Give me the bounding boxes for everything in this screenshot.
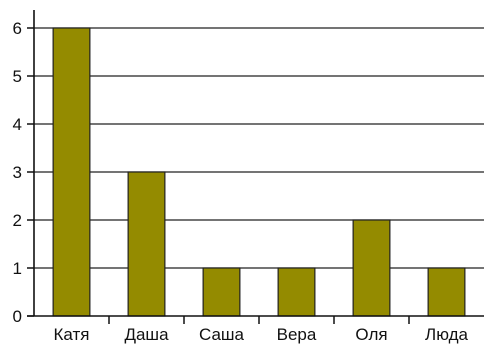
y-tick-label: 0 — [13, 307, 22, 326]
bar — [427, 267, 466, 317]
bar — [352, 219, 391, 317]
x-tick-label: Даша — [124, 325, 169, 344]
x-tick-label: Саша — [199, 325, 245, 344]
y-tick-label: 6 — [13, 19, 22, 38]
y-tick-label: 3 — [13, 163, 22, 182]
bar — [52, 27, 91, 317]
y-tick-label: 4 — [13, 115, 22, 134]
bar — [277, 267, 316, 317]
x-tick-label: Люда — [425, 325, 468, 344]
y-tick-label: 2 — [13, 211, 22, 230]
x-tick-label: Вера — [277, 325, 317, 344]
axes — [27, 10, 484, 324]
x-tick-label: Оля — [355, 325, 387, 344]
x-tick-label: Катя — [54, 325, 90, 344]
x-tick-labels: Катя Даша Саша Вера Оля Люда — [54, 325, 469, 344]
y-tick-labels: 0 1 2 3 4 5 6 — [13, 19, 22, 326]
grid-lines — [34, 27, 484, 269]
y-tick-label: 1 — [13, 259, 22, 278]
bar — [202, 267, 241, 317]
bar — [127, 171, 166, 317]
y-tick-label: 5 — [13, 67, 22, 86]
bars — [52, 27, 466, 317]
